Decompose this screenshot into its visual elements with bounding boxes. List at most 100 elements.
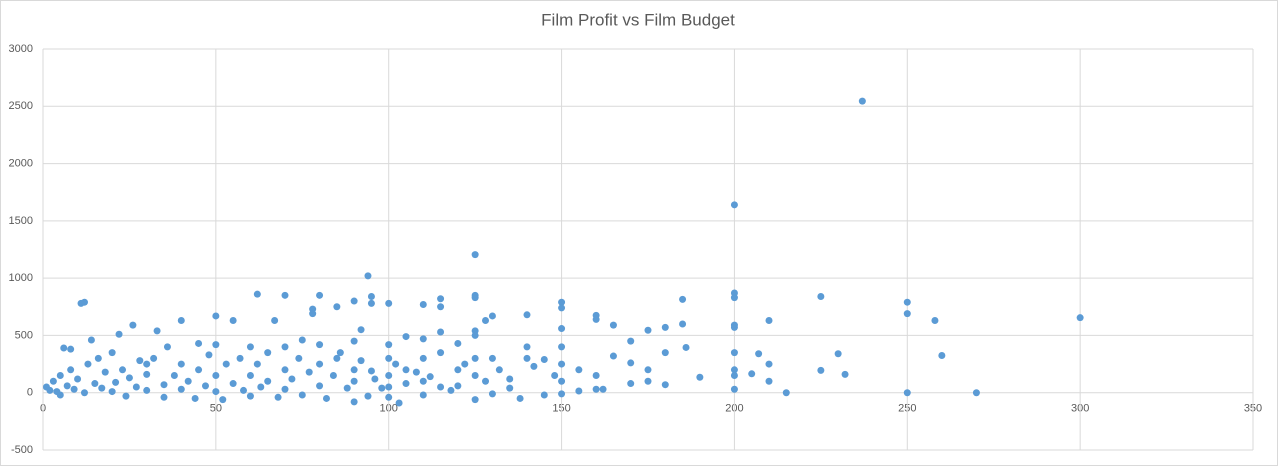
point bbox=[191, 394, 199, 402]
point bbox=[177, 385, 185, 393]
point bbox=[592, 372, 600, 380]
point bbox=[160, 393, 168, 401]
point bbox=[471, 372, 479, 380]
point bbox=[447, 386, 455, 394]
point bbox=[782, 389, 790, 397]
point bbox=[558, 343, 566, 351]
point bbox=[343, 384, 351, 392]
point bbox=[264, 377, 272, 385]
point bbox=[112, 378, 120, 386]
point bbox=[136, 357, 144, 365]
point bbox=[385, 354, 393, 362]
point bbox=[530, 362, 538, 370]
point bbox=[558, 390, 566, 398]
point bbox=[385, 372, 393, 380]
point bbox=[454, 339, 462, 347]
point bbox=[454, 366, 462, 374]
point bbox=[482, 377, 490, 385]
point bbox=[682, 343, 690, 351]
point bbox=[488, 390, 496, 398]
point bbox=[222, 360, 230, 368]
point bbox=[281, 291, 289, 299]
point bbox=[80, 389, 88, 397]
point bbox=[298, 336, 306, 344]
point bbox=[108, 349, 116, 357]
point bbox=[730, 349, 738, 357]
point bbox=[212, 312, 220, 320]
point bbox=[184, 377, 192, 385]
point bbox=[748, 370, 756, 378]
point bbox=[385, 299, 393, 307]
point bbox=[834, 350, 842, 358]
point bbox=[333, 354, 341, 362]
point bbox=[523, 354, 531, 362]
point bbox=[523, 311, 531, 319]
point bbox=[931, 317, 939, 325]
point bbox=[364, 392, 372, 400]
point bbox=[495, 366, 503, 374]
point bbox=[236, 354, 244, 362]
point bbox=[426, 373, 434, 381]
point bbox=[412, 368, 420, 376]
point bbox=[696, 373, 704, 381]
point bbox=[558, 325, 566, 333]
point bbox=[575, 366, 583, 374]
point bbox=[163, 343, 171, 351]
point bbox=[395, 399, 403, 407]
point bbox=[108, 388, 116, 396]
point bbox=[329, 372, 337, 380]
point bbox=[903, 310, 911, 318]
point bbox=[461, 360, 469, 368]
point bbox=[437, 328, 445, 336]
point bbox=[170, 372, 178, 380]
point bbox=[281, 343, 289, 351]
point bbox=[558, 298, 566, 306]
point bbox=[357, 326, 365, 334]
y-tick-label: 0 bbox=[27, 387, 33, 399]
point bbox=[132, 383, 140, 391]
point bbox=[609, 321, 617, 329]
point bbox=[644, 326, 652, 334]
point bbox=[679, 295, 687, 303]
point bbox=[212, 341, 220, 349]
point bbox=[212, 372, 220, 380]
point bbox=[482, 317, 490, 325]
point bbox=[246, 372, 254, 380]
point bbox=[558, 304, 566, 312]
point bbox=[63, 382, 71, 390]
point bbox=[67, 366, 75, 374]
y-tick-label: 2500 bbox=[9, 100, 33, 112]
point bbox=[56, 372, 64, 380]
point bbox=[281, 366, 289, 374]
point bbox=[730, 385, 738, 393]
point bbox=[122, 392, 130, 400]
point bbox=[350, 297, 358, 305]
point bbox=[253, 360, 261, 368]
point bbox=[367, 299, 375, 307]
point bbox=[316, 382, 324, 390]
point bbox=[765, 377, 773, 385]
point bbox=[385, 393, 393, 401]
point bbox=[679, 320, 687, 328]
point bbox=[609, 352, 617, 360]
point bbox=[288, 375, 296, 383]
point bbox=[101, 368, 109, 376]
point bbox=[903, 298, 911, 306]
point bbox=[419, 391, 427, 399]
point bbox=[246, 343, 254, 351]
point bbox=[437, 303, 445, 311]
point bbox=[506, 375, 514, 383]
point bbox=[371, 375, 379, 383]
point bbox=[87, 336, 95, 344]
point bbox=[274, 393, 282, 401]
point bbox=[551, 372, 559, 380]
chart-title: Film Profit vs Film Budget bbox=[541, 10, 735, 29]
point bbox=[471, 396, 479, 404]
point bbox=[599, 385, 607, 393]
point bbox=[316, 341, 324, 349]
point bbox=[316, 360, 324, 368]
point bbox=[115, 330, 123, 338]
point bbox=[817, 366, 825, 374]
point bbox=[817, 292, 825, 300]
